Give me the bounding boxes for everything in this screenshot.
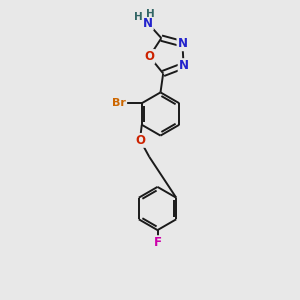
Text: H: H: [146, 8, 155, 19]
Text: N: N: [178, 59, 189, 72]
Text: Br: Br: [112, 98, 126, 108]
Text: N: N: [143, 16, 153, 30]
Text: H: H: [134, 11, 142, 22]
Text: F: F: [154, 236, 161, 249]
Text: O: O: [135, 134, 145, 147]
Text: O: O: [144, 50, 154, 63]
Text: N: N: [178, 37, 188, 50]
